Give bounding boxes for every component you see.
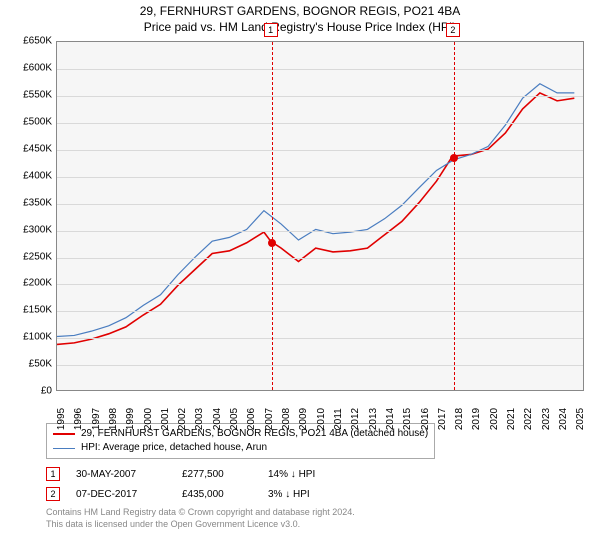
x-axis: 1995199619971998199920002001200220032004… — [56, 393, 584, 421]
y-tick-label: £650K — [2, 36, 52, 47]
x-tick-label: 2004 — [212, 408, 223, 430]
grid-line — [57, 231, 583, 232]
legend-item: HPI: Average price, detached house, Arun — [53, 441, 428, 455]
y-tick-label: £350K — [2, 197, 52, 208]
y-tick-label: £50K — [2, 359, 52, 370]
x-tick-label: 1997 — [91, 408, 102, 430]
y-tick-label: £300K — [2, 224, 52, 235]
y-tick-label: £250K — [2, 251, 52, 262]
x-tick-label: 1995 — [56, 408, 67, 430]
grid-line — [57, 311, 583, 312]
x-tick-label: 2023 — [541, 408, 552, 430]
x-tick-label: 2011 — [333, 408, 344, 430]
sale-row-marker: 1 — [46, 467, 60, 481]
sale-price: £435,000 — [182, 489, 252, 500]
sale-date: 07-DEC-2017 — [76, 489, 166, 500]
grid-line — [57, 150, 583, 151]
footer-line-2: This data is licensed under the Open Gov… — [46, 519, 600, 531]
plot-region — [56, 41, 584, 391]
x-tick-label: 2022 — [523, 408, 534, 430]
y-tick-label: £150K — [2, 305, 52, 316]
grid-line — [57, 123, 583, 124]
x-tick-label: 2019 — [471, 408, 482, 430]
legend-swatch — [53, 433, 75, 435]
sale-marker-box: 2 — [446, 23, 460, 37]
x-tick-label: 1998 — [108, 408, 119, 430]
x-tick-label: 2025 — [575, 408, 586, 430]
x-tick-label: 2016 — [420, 408, 431, 430]
y-tick-label: £550K — [2, 90, 52, 101]
chart-area: £0£50K£100K£150K£200K£250K£300K£350K£400… — [36, 41, 596, 421]
x-tick-label: 2015 — [402, 408, 413, 430]
y-tick-label: £600K — [2, 63, 52, 74]
sale-row: 1 30-MAY-2007 £277,500 14% ↓ HPI — [46, 467, 600, 481]
sale-marker-box: 1 — [264, 23, 278, 37]
grid-line — [57, 258, 583, 259]
grid-line — [57, 69, 583, 70]
y-tick-label: £0 — [2, 386, 52, 397]
x-tick-label: 2006 — [246, 408, 257, 430]
series-hpi — [57, 84, 574, 337]
x-tick-label: 2014 — [385, 408, 396, 430]
footer: Contains HM Land Registry data © Crown c… — [46, 507, 600, 530]
sale-price: £277,500 — [182, 469, 252, 480]
sale-date: 30-MAY-2007 — [76, 469, 166, 480]
x-tick-label: 2003 — [194, 408, 205, 430]
y-tick-label: £400K — [2, 170, 52, 181]
legend-label: HPI: Average price, detached house, Arun — [81, 441, 267, 455]
sale-dot — [450, 154, 458, 162]
x-tick-label: 2017 — [437, 408, 448, 430]
x-tick-label: 2009 — [298, 408, 309, 430]
sale-row: 2 07-DEC-2017 £435,000 3% ↓ HPI — [46, 487, 600, 501]
sale-marker-line — [454, 42, 455, 390]
sale-row-marker: 2 — [46, 487, 60, 501]
y-tick-label: £100K — [2, 332, 52, 343]
grid-line — [57, 338, 583, 339]
x-tick-label: 2024 — [558, 408, 569, 430]
footer-line-1: Contains HM Land Registry data © Crown c… — [46, 507, 600, 519]
x-tick-label: 2001 — [160, 408, 171, 430]
title-line-1: 29, FERNHURST GARDENS, BOGNOR REGIS, PO2… — [0, 4, 600, 20]
grid-line — [57, 365, 583, 366]
grid-line — [57, 177, 583, 178]
x-tick-label: 2002 — [177, 408, 188, 430]
x-tick-label: 2007 — [264, 408, 275, 430]
x-tick-label: 2021 — [506, 408, 517, 430]
title-line-2: Price paid vs. HM Land Registry's House … — [0, 20, 600, 36]
sale-delta: 14% ↓ HPI — [268, 469, 348, 480]
x-tick-label: 1999 — [125, 408, 136, 430]
x-tick-label: 2010 — [316, 408, 327, 430]
sale-dot — [268, 239, 276, 247]
x-tick-label: 2020 — [489, 408, 500, 430]
x-tick-label: 2012 — [350, 408, 361, 430]
sale-marker-line — [272, 42, 273, 390]
x-tick-label: 2000 — [143, 408, 154, 430]
grid-line — [57, 96, 583, 97]
grid-line — [57, 284, 583, 285]
y-tick-label: £450K — [2, 143, 52, 154]
x-tick-label: 2013 — [368, 408, 379, 430]
series-price_paid — [57, 93, 574, 345]
legend-swatch — [53, 448, 75, 449]
x-tick-label: 2005 — [229, 408, 240, 430]
chart-title-block: 29, FERNHURST GARDENS, BOGNOR REGIS, PO2… — [0, 0, 600, 35]
sale-delta: 3% ↓ HPI — [268, 489, 348, 500]
grid-line — [57, 204, 583, 205]
y-tick-label: £500K — [2, 116, 52, 127]
y-tick-label: £200K — [2, 278, 52, 289]
x-tick-label: 2018 — [454, 408, 465, 430]
x-tick-label: 1996 — [73, 408, 84, 430]
y-axis: £0£50K£100K£150K£200K£250K£300K£350K£400… — [2, 41, 52, 391]
sales-table: 1 30-MAY-2007 £277,500 14% ↓ HPI 2 07-DEC-201… — [46, 467, 600, 501]
x-tick-label: 2008 — [281, 408, 292, 430]
